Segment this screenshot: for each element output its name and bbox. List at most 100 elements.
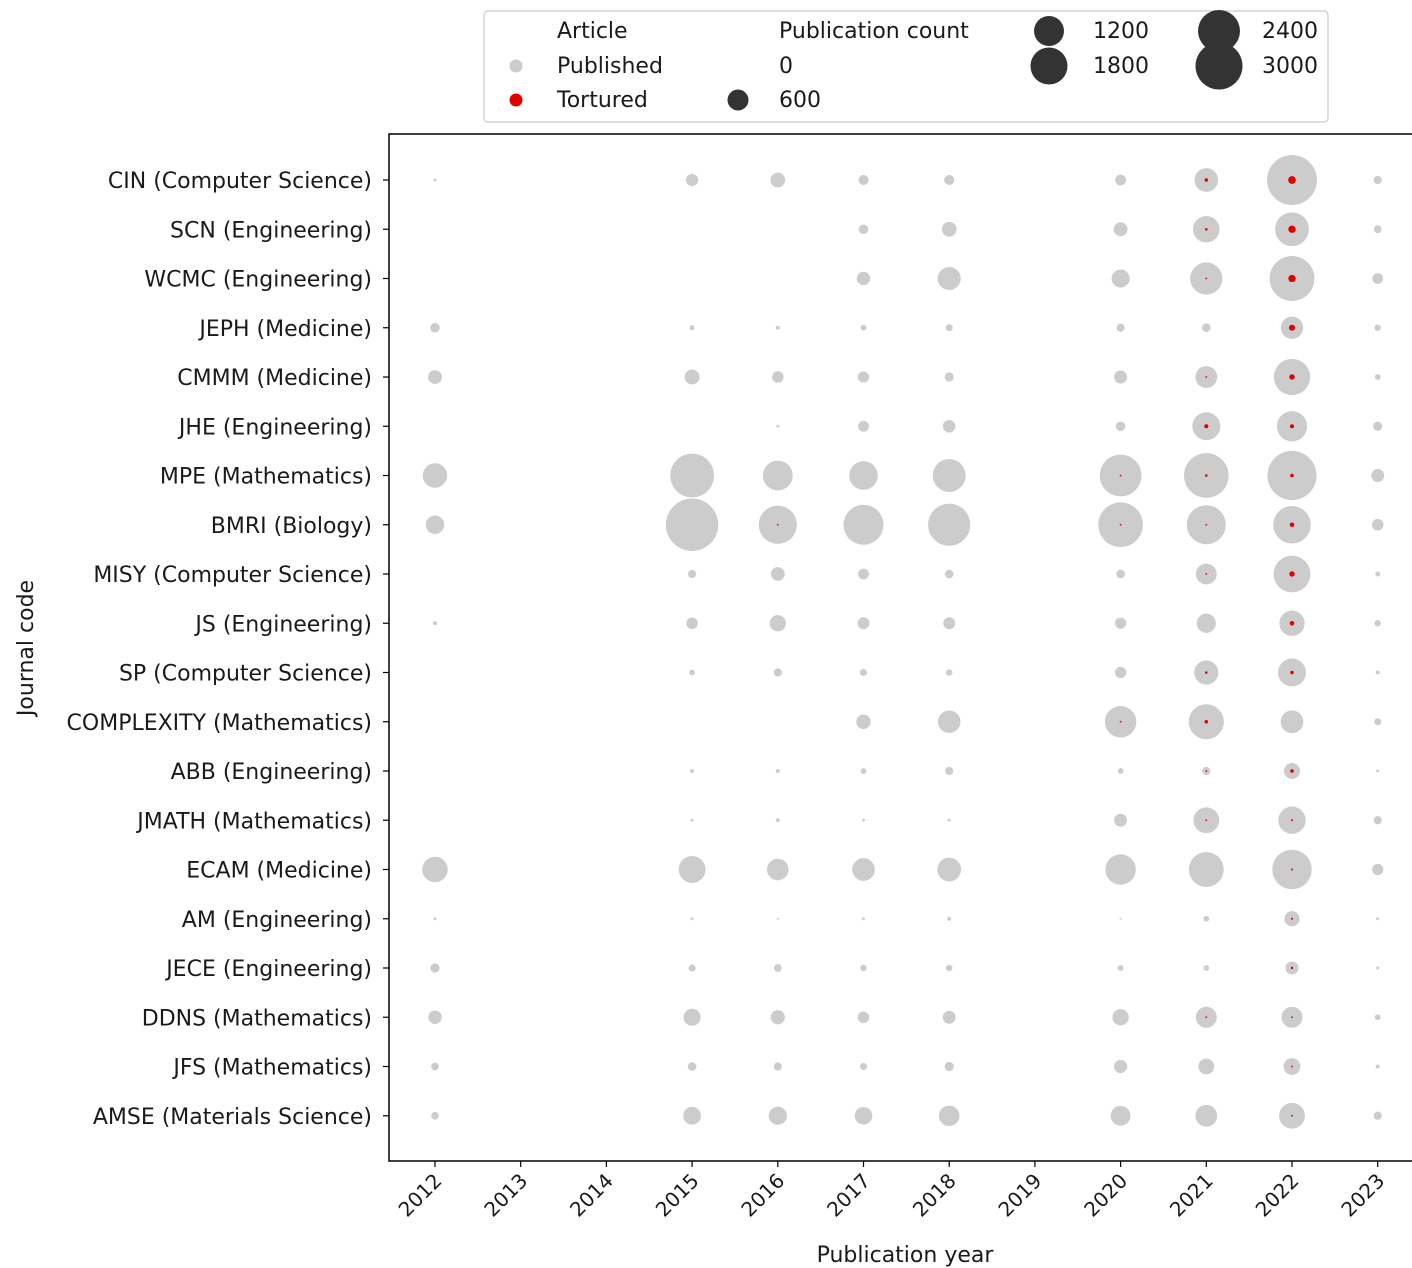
legend-size-marker — [727, 89, 749, 111]
legend-tortured-marker — [509, 93, 523, 107]
published-bubble — [1374, 718, 1382, 726]
tortured-bubble — [1289, 620, 1295, 626]
tortured-bubble — [1289, 374, 1295, 380]
legend: Article Published Tortured Publication c… — [483, 10, 1329, 123]
published-bubble — [772, 371, 784, 383]
published-bubble — [773, 1062, 782, 1071]
published-bubble — [430, 963, 440, 973]
published-bubble — [769, 615, 786, 632]
legend-size-marker — [1030, 47, 1068, 85]
published-bubble — [1117, 965, 1124, 971]
y-tick-label: MPE (Mathematics) — [160, 465, 372, 490]
published-bubble — [944, 175, 955, 185]
published-bubble — [857, 1011, 870, 1024]
published-bubble — [856, 271, 871, 286]
published-bubble — [944, 372, 954, 382]
y-tick-label: COMPLEXITY (Mathematics) — [67, 711, 372, 736]
published-bubble — [431, 1062, 439, 1071]
published-bubble — [852, 858, 875, 881]
published-bubble — [859, 668, 868, 677]
x-tick-label: 2012 — [394, 1169, 447, 1222]
tortured-bubble — [1290, 670, 1294, 675]
published-bubble — [688, 964, 696, 972]
legend-size-marker — [1195, 42, 1243, 90]
y-tick-label: AM (Engineering) — [182, 908, 372, 933]
published-bubble — [766, 858, 789, 881]
tortured-bubble — [1291, 1065, 1293, 1068]
published-bubble — [683, 1106, 701, 1125]
tortured-bubble — [1290, 819, 1294, 822]
y-tick-label: DDNS (Mathematics) — [142, 1006, 372, 1031]
x-tick-label: 2022 — [1251, 1169, 1304, 1222]
published-bubble — [1376, 966, 1380, 970]
tortured-bubble — [1289, 424, 1295, 429]
published-bubble — [428, 370, 442, 384]
published-bubble — [1203, 915, 1210, 922]
legend-published-label: Published — [557, 54, 663, 79]
published-bubble — [858, 224, 869, 235]
y-tick-label: ABB (Engineering) — [171, 760, 372, 785]
published-bubble — [860, 768, 867, 774]
x-tick-label: 2018 — [908, 1169, 961, 1222]
published-bubble — [773, 668, 782, 677]
x-tick-label: 2023 — [1336, 1169, 1389, 1222]
published-bubble — [1116, 323, 1125, 332]
legend-size-label: 1200 — [1093, 19, 1149, 44]
published-bubble — [690, 768, 695, 774]
published-bubble — [1110, 1105, 1131, 1126]
published-bubble — [860, 964, 867, 972]
published-bubble — [775, 818, 780, 823]
tortured-bubble — [1288, 324, 1296, 331]
y-tick-label: JHE (Engineering) — [177, 415, 372, 440]
published-bubble — [425, 515, 445, 534]
published-bubble — [945, 766, 954, 776]
legend-frame — [483, 10, 1329, 123]
x-tick-label: 2014 — [565, 1169, 618, 1222]
published-bubble — [947, 916, 952, 921]
y-tick-label: MISY (Computer Science) — [93, 563, 372, 588]
y-tick-label: JS (Engineering) — [193, 612, 372, 637]
published-bubble — [770, 172, 786, 188]
legend-size-marker — [1034, 16, 1064, 46]
published-bubble — [1373, 816, 1382, 825]
tortured-bubble — [1205, 277, 1208, 280]
published-bubble — [762, 460, 793, 491]
published-bubble — [942, 1010, 956, 1024]
published-bubble — [773, 964, 782, 972]
published-bubble — [1115, 174, 1127, 186]
published-bubble — [937, 710, 961, 734]
published-bubble — [941, 221, 957, 237]
published-bubble — [775, 768, 780, 774]
tortured-bubble — [1119, 720, 1122, 723]
y-tick-label: BMRI (Biology) — [211, 514, 372, 539]
published-bubble — [945, 964, 953, 972]
legend-size-label: 0 — [779, 54, 793, 79]
y-tick-label: JECE (Engineering) — [164, 957, 372, 982]
tortured-bubble — [1204, 424, 1209, 429]
tortured-bubble — [1205, 819, 1208, 822]
published-bubble — [859, 1062, 868, 1071]
published-bubble — [942, 419, 956, 433]
published-bubble — [1375, 571, 1381, 577]
legend-size-label: 1800 — [1093, 54, 1149, 79]
published-bubble — [690, 917, 694, 921]
published-bubble — [670, 453, 714, 498]
x-tick-label: 2013 — [479, 1169, 532, 1222]
published-bubble — [685, 173, 699, 187]
published-bubble — [433, 917, 437, 921]
published-bubble — [1113, 222, 1128, 237]
y-axis: CIN (Computer Science) SCN (Engineering) W… — [67, 169, 389, 1130]
published-bubble — [1373, 225, 1382, 234]
published-bubble — [1280, 710, 1304, 734]
tortured-bubble — [1288, 225, 1296, 233]
published-bubble — [862, 917, 865, 921]
published-bubble — [1105, 854, 1136, 885]
published-bubble — [1203, 965, 1210, 971]
published-bubble — [854, 1106, 873, 1125]
tortured-bubble — [1205, 227, 1208, 231]
published-bubble — [1195, 1104, 1218, 1127]
published-bubble — [1371, 469, 1385, 482]
published-bubble — [1373, 175, 1382, 185]
y-tick-label: SP (Computer Science) — [119, 662, 372, 687]
published-bubble — [684, 369, 700, 385]
